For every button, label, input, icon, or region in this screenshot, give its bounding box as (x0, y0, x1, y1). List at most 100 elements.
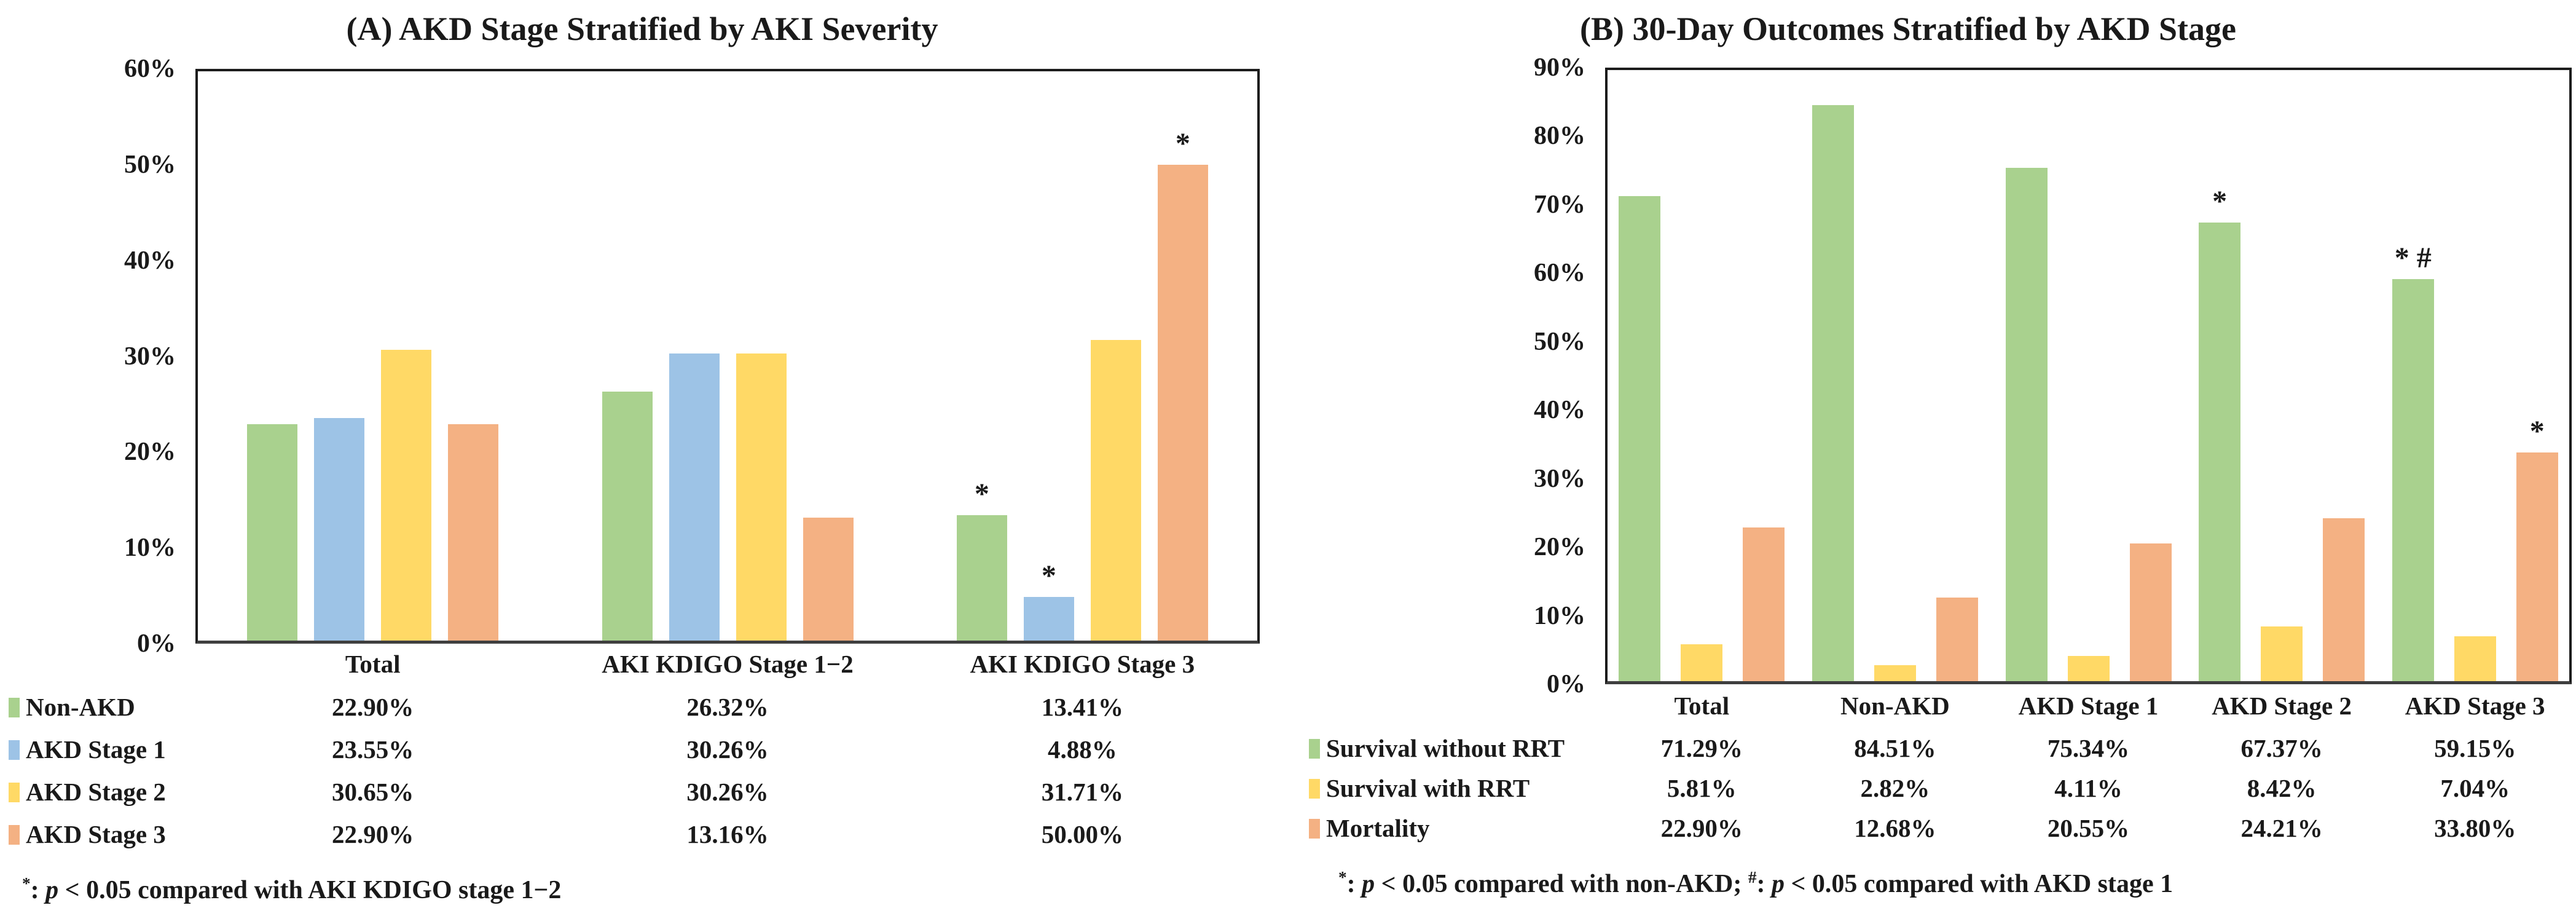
bar (803, 517, 854, 644)
bar (1619, 195, 1661, 684)
table-value: 13.16% (686, 820, 769, 848)
table-value: 4.11% (2054, 774, 2122, 802)
table-value: 7.04% (2440, 774, 2510, 802)
table-value: 33.80% (2434, 814, 2516, 842)
table-value: 8.42% (2247, 774, 2317, 802)
bar (602, 391, 653, 644)
table-value: 24.21% (2240, 814, 2323, 842)
y-tick-label: 20% (1534, 533, 1585, 562)
footnote-segment: : (30, 876, 46, 904)
footnote: *: p < 0.05 compared with non-AKD; #: p … (1338, 868, 2174, 899)
y-tick-label: 0% (1547, 670, 1585, 698)
legend-swatch (1309, 778, 1320, 799)
x-category-label: AKI KDIGO Stage 1−2 (602, 650, 854, 678)
significance-marker: * (974, 478, 989, 511)
y-tick-label: 50% (124, 150, 176, 179)
table-value: 22.90% (332, 820, 414, 848)
x-category-label: AKD Stage 1 (2018, 692, 2159, 720)
bar (2516, 452, 2558, 684)
bar (2005, 168, 2048, 684)
bar (1812, 105, 1854, 684)
bar (448, 424, 499, 644)
significance-marker: * (1041, 559, 1056, 592)
bar (2199, 223, 2241, 684)
x-category-label: AKD Stage 2 (2212, 692, 2352, 720)
y-tick-label: 40% (1534, 396, 1585, 425)
y-tick-label: 80% (1534, 122, 1585, 151)
y-tick-label: 70% (1534, 190, 1585, 219)
bar (2129, 543, 2172, 684)
footnote-segment: < 0.05 compared with AKD stage 1 (1784, 870, 2174, 898)
bar (247, 424, 298, 644)
x-category-label: Total (1674, 692, 1730, 720)
footnote-segment: p (45, 876, 59, 904)
bar (2454, 636, 2496, 684)
footnote: *: p < 0.05 compared with AKI KDIGO stag… (22, 874, 562, 905)
legend-label: Mortality (1326, 814, 1430, 842)
significance-marker: * (1175, 127, 1190, 160)
legend-label: Survival without RRT (1326, 734, 1565, 762)
footnote-segment: : (1756, 870, 1772, 898)
table-value: 20.55% (2047, 814, 2130, 842)
footnote-segment: * (1338, 868, 1347, 886)
significance-marker: * (2529, 415, 2545, 448)
y-tick-label: 90% (1534, 53, 1585, 82)
bar (1743, 527, 1785, 684)
x-category-label: Non-AKD (1840, 692, 1950, 720)
bar (314, 418, 365, 644)
y-tick-label: 10% (1534, 601, 1585, 630)
table-value: 50.00% (1041, 820, 1123, 848)
bar (1157, 164, 1208, 644)
legend-swatch (9, 824, 20, 845)
significance-marker: * (2212, 185, 2228, 218)
footnote-segment: : (1346, 870, 1362, 898)
table-value: 75.34% (2047, 734, 2130, 762)
significance-marker: * # (2394, 241, 2432, 274)
table-value: 26.32% (686, 693, 769, 721)
table-value: 13.41% (1041, 693, 1123, 721)
bar (1936, 597, 1978, 684)
bar (2067, 656, 2110, 684)
bar (669, 353, 720, 644)
y-tick-label: 30% (124, 342, 176, 371)
table-value: 59.15% (2434, 734, 2516, 762)
y-tick-label: 60% (1534, 259, 1585, 288)
legend-swatch (9, 782, 20, 802)
table-value: 12.68% (1854, 814, 1936, 842)
legend-swatch (9, 740, 20, 760)
x-category-label: AKI KDIGO Stage 3 (970, 650, 1195, 678)
footnote-segment: * (22, 874, 31, 893)
panel-b-title: (B) 30-Day Outcomes Stratified by AKD St… (1580, 10, 2236, 47)
legend-swatch (1309, 818, 1320, 839)
table-value: 31.71% (1041, 778, 1123, 806)
footnote-segment: < 0.05 compared with AKI KDIGO stage 1−2 (58, 876, 562, 904)
table-value: 30.26% (686, 735, 769, 764)
bar (1874, 665, 1916, 684)
bar (956, 515, 1007, 644)
x-category-label: AKD Stage 3 (2405, 692, 2545, 720)
legend-label: AKD Stage 3 (26, 820, 166, 848)
table-value: 4.88% (1047, 735, 1117, 764)
table-value: 84.51% (1854, 734, 1936, 762)
footnote-segment: # (1748, 868, 1757, 886)
bar (2392, 278, 2434, 684)
legend-swatch (1309, 738, 1320, 759)
bar (1090, 339, 1141, 644)
y-tick-label: 10% (124, 534, 176, 563)
table-value: 2.82% (1860, 774, 1930, 802)
table-value: 30.26% (686, 778, 769, 806)
footnote-segment: p (1362, 870, 1375, 898)
bar (1023, 596, 1074, 644)
y-tick-label: 40% (124, 246, 176, 275)
y-tick-label: 20% (124, 438, 176, 467)
bar (736, 353, 787, 644)
panel-a-title: (A) AKD Stage Stratified by AKI Severity (346, 10, 938, 47)
bar (2323, 518, 2365, 684)
legend-swatch (9, 697, 20, 717)
table-value: 22.90% (332, 693, 414, 721)
table-value: 71.29% (1660, 734, 1743, 762)
legend-label: AKD Stage 2 (26, 778, 166, 806)
legend-label: AKD Stage 1 (26, 735, 166, 764)
footnote-segment: < 0.05 compared with non-AKD; (1375, 870, 1748, 898)
